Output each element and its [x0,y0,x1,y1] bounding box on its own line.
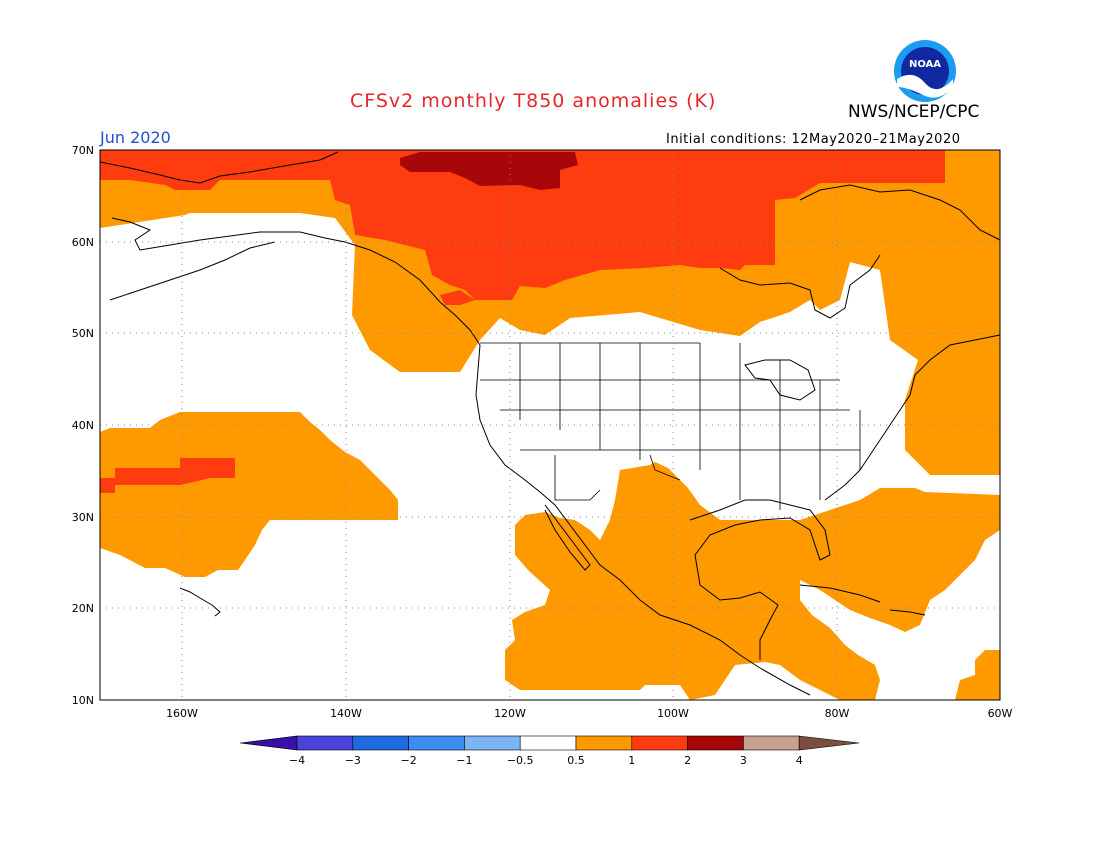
colorbar-swatch [687,735,744,751]
colorbar-label: −2 [400,754,416,767]
colorbar-label: −1 [456,754,472,767]
coastline-layer [99,151,1001,696]
colorbar-label: −3 [345,754,361,767]
colorbar-arrow-high [798,735,860,751]
colorbar-swatch [575,735,633,751]
colorbar-swatch [352,735,409,751]
noaa-logo: NOAA [893,39,957,103]
lat-label: 60N [72,236,94,249]
colorbar-label: 3 [740,754,747,767]
anomaly-fill-layer [100,150,1000,700]
colorbar-swatch [408,735,465,751]
colorbar-label: −0.5 [507,754,534,767]
colorbar-label: 1 [628,754,635,767]
state-borders-layer [480,342,861,510]
colorbar: −4 −3 −2 −1 −0.5 0.5 1 2 3 4 [239,735,860,767]
lat-label: 40N [72,419,94,432]
colorbar-swatch [519,735,577,751]
lon-label: 100W [657,707,689,720]
gridlines [100,150,1000,700]
noaa-logo-text: NOAA [909,59,941,70]
colorbar-label: −4 [289,754,305,767]
colorbar-swatch [296,735,354,751]
lon-axis: 160W 140W 120W 100W 80W 60W [166,707,1012,720]
lat-label: 70N [72,144,94,157]
lon-label: 140W [330,707,362,720]
initial-conditions: Initial conditions: 12May2020–21May2020 [666,132,961,147]
lat-label: 20N [72,602,94,615]
lon-label: 80W [825,707,850,720]
colorbar-label: 2 [684,754,691,767]
lon-label: 120W [494,707,526,720]
colorbar-swatch [743,735,800,751]
colorbar-label: 4 [796,754,803,767]
colorbar-swatch [464,735,521,751]
map-title: CFSv2 monthly T850 anomalies (K) [350,90,717,112]
lon-label: 160W [166,707,198,720]
colorbar-swatch [631,735,688,751]
lat-label: 30N [72,511,94,524]
lat-label: 50N [72,327,94,340]
lat-axis: 70N 60N 50N 40N 30N 20N 10N [72,144,94,707]
forecast-month: Jun 2020 [100,128,171,147]
lat-label: 10N [72,694,94,707]
lon-label: 60W [988,707,1013,720]
map-frame [99,149,1001,701]
colorbar-label: 0.5 [567,754,585,767]
colorbar-arrow-low [239,735,298,751]
org-label: NWS/NCEP/CPC [848,102,980,122]
